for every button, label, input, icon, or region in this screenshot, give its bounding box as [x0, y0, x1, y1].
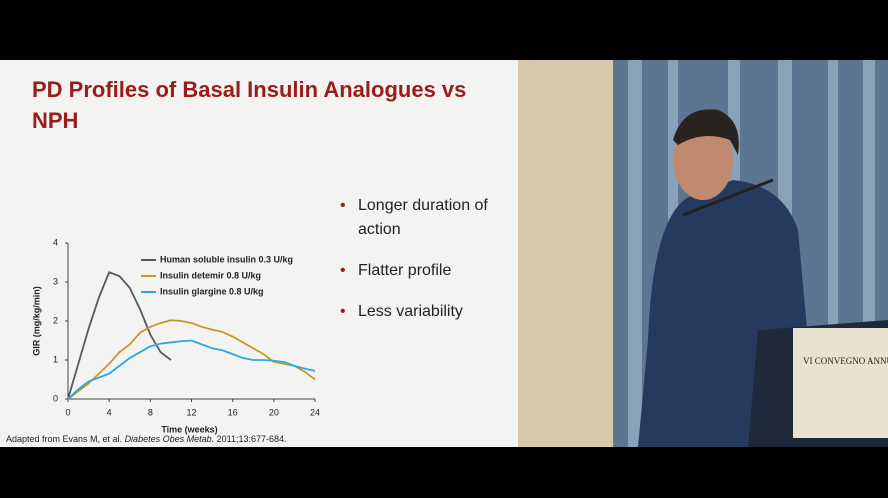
bullet: Less variability [340, 300, 518, 324]
x-tick-label: 0 [65, 407, 70, 417]
microphone [682, 178, 774, 217]
sign-text: VI CONVEGNO ANNUA [803, 356, 888, 366]
speaker-hair [673, 109, 739, 155]
wall [518, 60, 618, 447]
bullet: Longer duration of action [340, 194, 518, 242]
x-tick-label: 24 [310, 407, 320, 417]
citation-text: Adapted from Evans M, et al. [6, 434, 125, 444]
y-tick-label: 3 [53, 276, 58, 286]
x-tick-label: 12 [186, 407, 196, 417]
speaker-photo: VI CONVEGNO ANNUA [518, 60, 888, 447]
slide: PD Profiles of Basal Insulin Analogues v… [0, 60, 518, 447]
legend-label: Insulin detemir 0.8 U/kg [160, 270, 261, 280]
citation-text: 2011;13:677-684. [214, 434, 287, 444]
x-tick-label: 4 [107, 407, 112, 417]
y-tick-label: 4 [53, 237, 58, 247]
bullet: Flatter profile [340, 259, 518, 283]
x-axis-label: Time (weeks) [161, 424, 217, 434]
podium-sign [793, 328, 888, 438]
y-axis-label: GIR (mg/kg/min) [31, 286, 41, 356]
y-tick-label: 2 [53, 315, 58, 325]
slide-title: PD Profiles of Basal Insulin Analogues v… [32, 77, 467, 133]
series-line [67, 319, 316, 400]
series-line [67, 271, 172, 400]
y-tick-label: 1 [53, 354, 58, 364]
x-tick-label: 8 [148, 407, 153, 417]
bullet-list: Longer duration of action Flatter profil… [340, 194, 518, 341]
citation: Adapted from Evans M, et al. Diabetes Ob… [6, 434, 287, 444]
citation-journal: Diabetes Obes Metab. [124, 434, 215, 444]
x-tick-label: 20 [269, 407, 279, 417]
x-tick-label: 16 [228, 407, 238, 417]
y-tick-label: 0 [53, 393, 58, 403]
legend-label: Insulin glargine 0.8 U/kg [160, 286, 264, 296]
legend-label: Human soluble insulin 0.3 U/kg [160, 254, 293, 264]
series-line [67, 339, 316, 400]
